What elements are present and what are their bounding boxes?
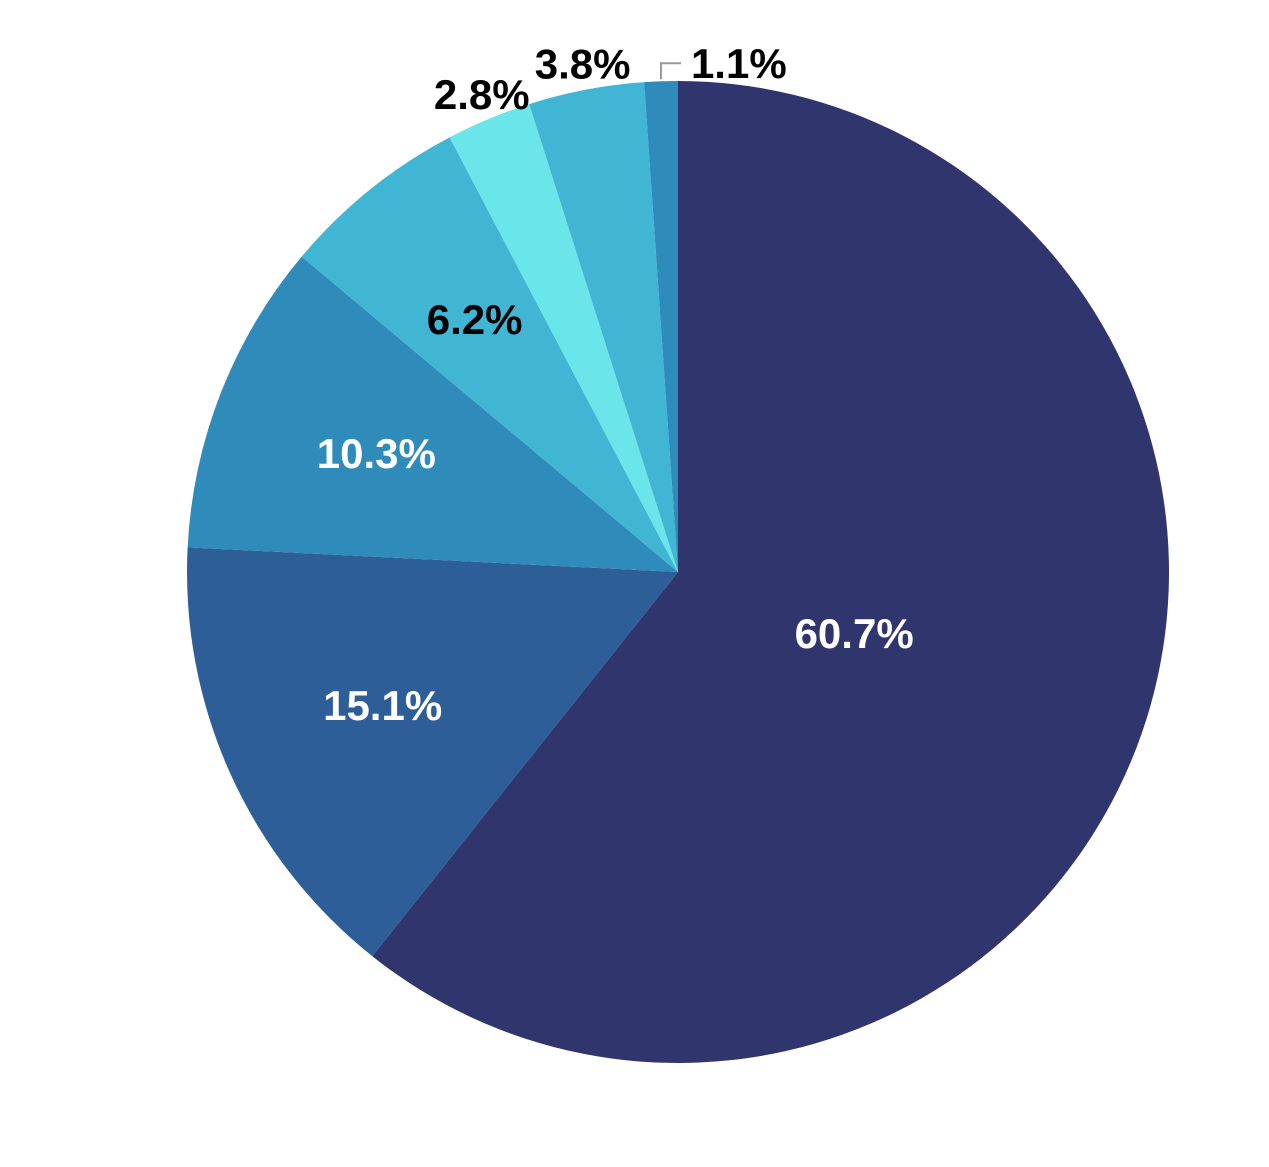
- pie-slice-5: [449, 104, 678, 572]
- slice-label-3: 10.3%: [317, 430, 436, 477]
- pie-slice-3: [187, 256, 678, 572]
- slice-label-4: 6.2%: [427, 296, 523, 343]
- leader-lines: [659, 62, 681, 80]
- pie-slice-2: [186, 547, 678, 957]
- slice-label-6: 3.8%: [535, 41, 631, 88]
- pie-slice-7: [644, 81, 678, 572]
- pie-slices: [186, 81, 1170, 1063]
- slice-labels: 60.7% 15.1% 10.3% 6.2% 2.8%3.8% 1.1%: [317, 40, 914, 729]
- pie-slice-4: [301, 137, 678, 572]
- leader-line-7: [659, 62, 681, 80]
- pie-slice-6: [529, 82, 678, 573]
- slice-label-5: 2.8%: [434, 71, 530, 118]
- slice-label-2: 15.1%: [323, 682, 442, 729]
- slice-label-1: 60.7%: [795, 610, 914, 657]
- pie-slice-1: [372, 81, 1170, 1063]
- slice-label-7: 1.1%: [691, 40, 787, 87]
